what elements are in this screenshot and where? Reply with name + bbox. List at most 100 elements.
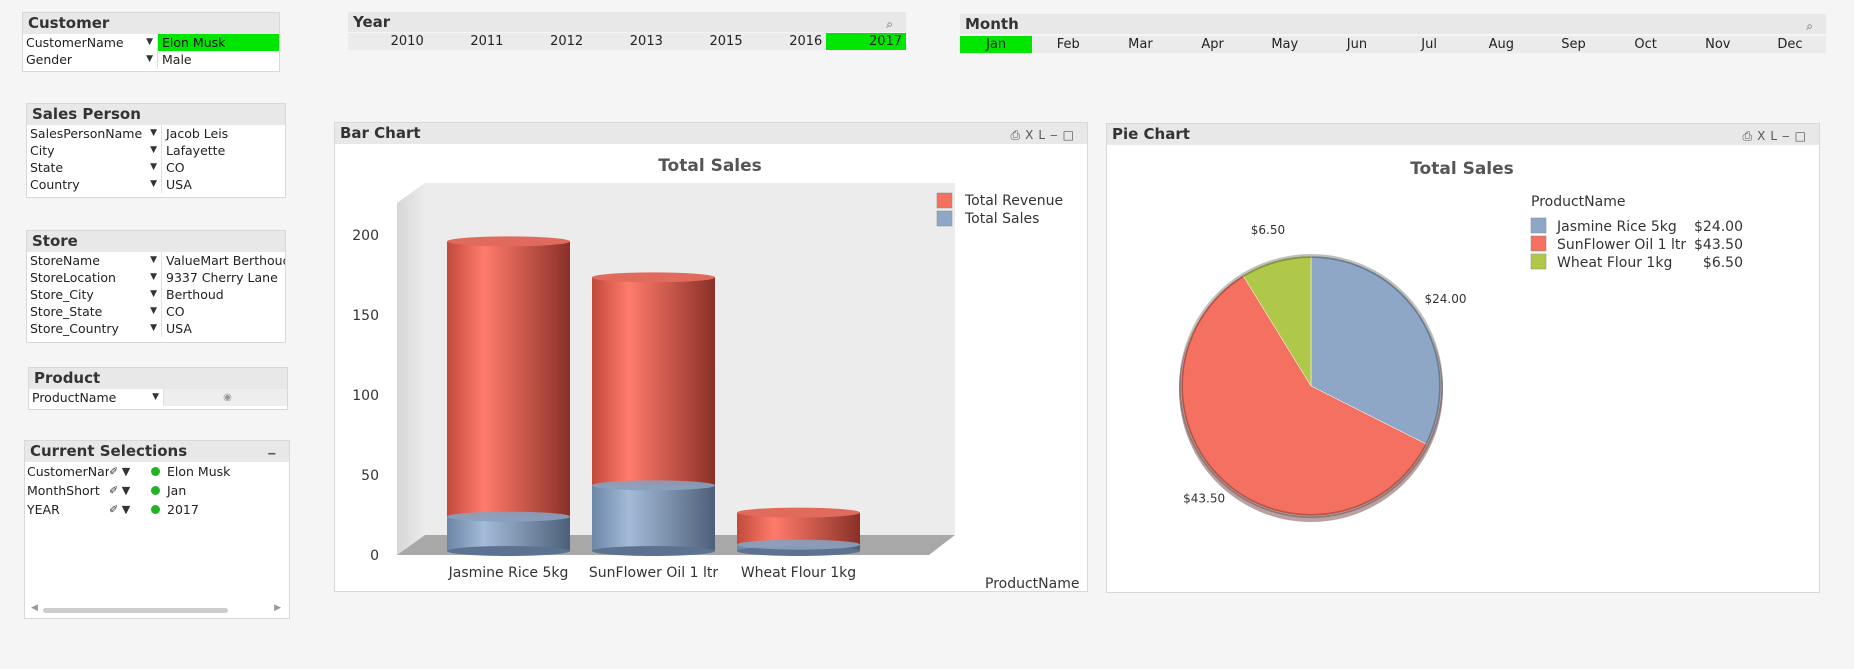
minimize-icon[interactable]: ‒ <box>267 446 281 460</box>
store-value[interactable]: 9337 Cherry Lane <box>166 270 278 285</box>
selection-value: Jan <box>167 483 187 498</box>
sales-person-field[interactable]: State ▼ <box>27 159 162 176</box>
print-icon[interactable]: ⎙ <box>1742 129 1758 143</box>
product-row[interactable]: ProductName ▼ ◉ <box>29 389 287 406</box>
month-option[interactable]: Apr <box>1201 37 1224 52</box>
chevron-down-icon[interactable]: ▼ <box>152 392 159 402</box>
store-field[interactable]: Store_Country ▼ <box>27 320 162 337</box>
month-option[interactable]: Dec <box>1777 37 1803 52</box>
sales-person-row[interactable]: SalesPersonName ▼ Jacob Leis <box>27 125 285 142</box>
scroll-right-arrow[interactable]: ▶ <box>274 603 281 613</box>
chevron-down-icon[interactable]: ▼ <box>121 503 131 516</box>
pie-value-label: $24.00 <box>1425 292 1467 306</box>
customer-row[interactable]: CustomerName ▼ Elon Musk <box>23 34 279 51</box>
sales-person-value[interactable]: CO <box>166 160 185 175</box>
month-option[interactable]: Oct <box>1634 37 1657 52</box>
sales-person-field[interactable]: Country ▼ <box>27 176 162 193</box>
customer-value[interactable]: Elon Musk <box>158 34 279 51</box>
year-option[interactable]: 2010 <box>390 34 424 49</box>
store-field[interactable]: StoreName ▼ <box>27 252 162 269</box>
store-row[interactable]: Store_City ▼ Berthoud <box>27 286 285 303</box>
sales-person-row[interactable]: City ▼ Lafayette <box>27 142 285 159</box>
sales-person-value[interactable]: USA <box>166 177 192 192</box>
chevron-down-icon[interactable]: ▼ <box>150 179 157 189</box>
customer-field[interactable]: CustomerName ▼ <box>23 34 158 51</box>
year-option[interactable]: 2015 <box>709 34 743 49</box>
month-option[interactable]: May <box>1271 37 1299 52</box>
sales-person-value[interactable]: Jacob Leis <box>166 126 229 141</box>
customer-value[interactable]: Male <box>162 52 192 67</box>
sales-person-value[interactable]: Lafayette <box>166 143 226 158</box>
month-option[interactable]: Mar <box>1128 37 1153 52</box>
chevron-down-icon[interactable]: ▼ <box>146 37 153 47</box>
search-icon[interactable]: ⌕ <box>886 17 898 31</box>
year-option[interactable]: 2011 <box>470 34 504 49</box>
pie-chart-title-bar: Pie Chart ⎙XL‒□ <box>1107 124 1819 145</box>
selection-row: YEAR ✐ ▼ 2017 <box>25 500 289 519</box>
year-option[interactable]: 2016 <box>789 34 823 49</box>
chevron-down-icon[interactable]: ▼ <box>150 145 157 155</box>
month-option[interactable]: Feb <box>1056 37 1080 52</box>
minimize-icon[interactable]: ‒ <box>1050 128 1063 142</box>
current-selections-box: Current Selections ‒ CustomerName✐ ▼Elon… <box>24 440 290 619</box>
selection-status-icon <box>151 467 160 476</box>
sales-person-row[interactable]: State ▼ CO <box>27 159 285 176</box>
scroll-thumb[interactable] <box>43 608 228 613</box>
chevron-down-icon[interactable]: ▼ <box>150 323 157 333</box>
search-icon[interactable]: ⌕ <box>1806 19 1818 33</box>
sales-person-field[interactable]: City ▼ <box>27 142 162 159</box>
store-value[interactable]: Berthoud <box>166 287 224 302</box>
store-value[interactable]: CO <box>166 304 185 319</box>
year-option[interactable]: 2012 <box>550 34 584 49</box>
minimize-icon[interactable]: ‒ <box>1782 129 1795 143</box>
excel-export-icon[interactable]: XL <box>1025 128 1051 142</box>
eraser-icon[interactable]: ✐ <box>109 465 119 478</box>
print-icon[interactable]: ⎙ <box>1010 128 1026 142</box>
legend-swatch <box>936 210 953 227</box>
store-row[interactable]: StoreLocation ▼ 9337 Cherry Lane <box>27 269 285 286</box>
customer-row[interactable]: Gender ▼ Male <box>23 51 279 68</box>
month-option[interactable]: Jul <box>1421 37 1437 52</box>
year-strip: 2010 2011 2012 2013 2015 2016 2017 <box>348 33 907 50</box>
eraser-icon[interactable]: ✐ <box>109 503 119 516</box>
month-option[interactable]: Nov <box>1705 37 1731 52</box>
sales-person-row[interactable]: Country ▼ USA <box>27 176 285 193</box>
year-option[interactable]: 2017 <box>826 33 907 50</box>
chevron-down-icon[interactable]: ▼ <box>150 255 157 265</box>
month-option[interactable]: Jan <box>960 36 1033 53</box>
eraser-icon[interactable]: ✐ <box>109 484 119 497</box>
chevron-down-icon[interactable]: ▼ <box>150 306 157 316</box>
store-field[interactable]: Store_City ▼ <box>27 286 162 303</box>
chevron-down-icon[interactable]: ▼ <box>150 289 157 299</box>
maximize-icon[interactable]: □ <box>1062 128 1079 142</box>
sales-person-field[interactable]: SalesPersonName ▼ <box>27 125 162 142</box>
store-row[interactable]: StoreName ▼ ValueMart Berthoud <box>27 252 285 269</box>
bar-chart-panel-title: Bar Chart <box>340 124 421 142</box>
month-option[interactable]: Jun <box>1346 37 1368 52</box>
sales-person-field-label: SalesPersonName <box>30 126 143 141</box>
store-value[interactable]: ValueMart Berthoud <box>166 253 285 268</box>
maximize-icon[interactable]: □ <box>1794 129 1811 143</box>
store-field[interactable]: Store_State ▼ <box>27 303 162 320</box>
store-value[interactable]: USA <box>166 321 192 336</box>
store-field[interactable]: StoreLocation ▼ <box>27 269 162 286</box>
excel-export-icon[interactable]: XL <box>1757 129 1783 143</box>
month-option[interactable]: Sep <box>1561 37 1586 52</box>
month-option[interactable]: Aug <box>1488 37 1514 52</box>
chevron-down-icon[interactable]: ▼ <box>150 162 157 172</box>
store-row[interactable]: Store_State ▼ CO <box>27 303 285 320</box>
scroll-left-arrow[interactable]: ◀ <box>31 603 38 613</box>
chevron-down-icon[interactable]: ▼ <box>121 484 131 497</box>
month-title: Month ⌕ <box>960 14 1826 34</box>
product-field[interactable]: ProductName ▼ <box>29 389 164 406</box>
customer-field[interactable]: Gender ▼ <box>23 51 158 68</box>
store-row[interactable]: Store_Country ▼ USA <box>27 320 285 337</box>
chevron-down-icon[interactable]: ▼ <box>121 465 131 478</box>
chevron-down-icon[interactable]: ▼ <box>150 272 157 282</box>
chevron-down-icon[interactable]: ▼ <box>146 54 153 64</box>
selection-field: CustomerName <box>27 464 109 479</box>
year-option[interactable]: 2013 <box>629 34 663 49</box>
horizontal-scrollbar[interactable]: ◀ ▶ <box>31 603 281 614</box>
chevron-down-icon[interactable]: ▼ <box>150 128 157 138</box>
